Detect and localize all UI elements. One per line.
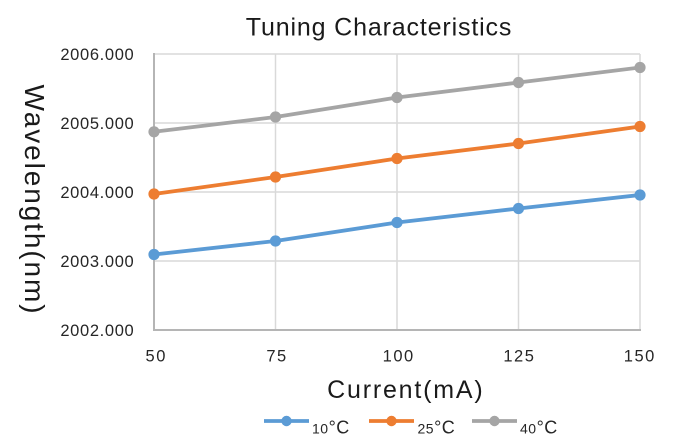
svg-text:2005.000: 2005.000 — [60, 115, 134, 133]
svg-text:2004.000: 2004.000 — [60, 184, 134, 202]
svg-text:40°C: 40°C — [520, 418, 558, 438]
svg-text:25°C: 25°C — [418, 418, 456, 438]
svg-text:75: 75 — [266, 348, 287, 366]
svg-text:Tuning Characteristics: Tuning Characteristics — [246, 14, 512, 42]
svg-text:2006.000: 2006.000 — [60, 46, 134, 64]
svg-text:125: 125 — [503, 348, 535, 366]
svg-text:Current(mA): Current(mA) — [327, 376, 484, 404]
svg-text:150: 150 — [624, 348, 656, 366]
svg-text:2003.000: 2003.000 — [60, 253, 134, 271]
svg-text:50: 50 — [146, 348, 167, 366]
svg-text:Wavelength(nm): Wavelength(nm) — [19, 85, 50, 316]
svg-text:2002.000: 2002.000 — [60, 322, 134, 340]
svg-text:10°C: 10°C — [312, 418, 350, 438]
svg-text:100: 100 — [383, 348, 415, 366]
